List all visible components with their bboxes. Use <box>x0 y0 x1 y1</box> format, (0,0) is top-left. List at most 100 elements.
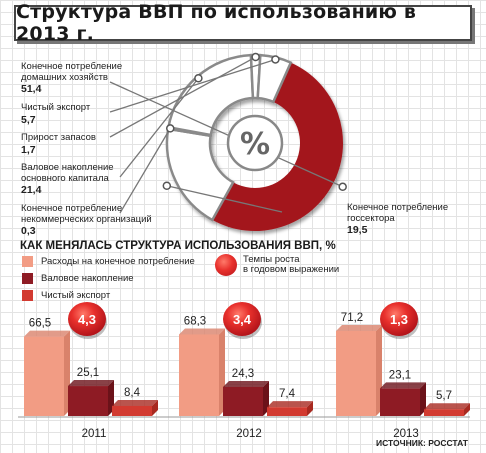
donut-slice-government <box>165 127 235 222</box>
donut-center-label: % <box>240 127 270 162</box>
bar-top-consumption-2011 <box>24 330 70 337</box>
bar-label-net-export-2011: 8,4 <box>124 387 141 399</box>
label-inventory-value: 1,7 <box>21 143 36 156</box>
label-households-value: 51,4 <box>21 83 42 95</box>
leader-dot-government <box>162 181 172 190</box>
bar-label-consumption-2012: 68,3 <box>184 315 206 327</box>
bar-label-consumption-2013: 71,2 <box>341 312 363 324</box>
bar-accumulation-2012 <box>223 386 263 416</box>
chart-title-box: Структура ВВП по использованию в 2013 г. <box>14 1 472 45</box>
bar-net-export-2012 <box>267 407 307 416</box>
bar-side-consumption-2011 <box>64 330 70 416</box>
donut-slice-inventory <box>249 53 262 100</box>
leader-dot-nonprofit <box>165 124 175 133</box>
label-households-line1: Конечное потребление <box>21 61 123 72</box>
legend-growth-line2: в годовом выражении <box>243 264 340 275</box>
legend-consumption-label: Расходы на конечное потребление <box>41 256 195 267</box>
label-fixed-capital-value: 21,4 <box>21 184 42 196</box>
donut-slice-households <box>212 62 343 231</box>
bar-side-accumulation-2013 <box>420 382 426 416</box>
bar-top-accumulation-2011 <box>68 380 114 387</box>
label-households-line2: домашних хозяйств <box>21 71 108 83</box>
bar-consumption-2013 <box>336 331 376 416</box>
label-fixed-capital: Валовое накопление основного капитала 21… <box>21 162 114 196</box>
legend-growth: Темпы роста в годовом выражении <box>215 254 339 276</box>
chart-title: Структура ВВП по использованию в 2013 г. <box>16 1 417 45</box>
bar-net-export-2013 <box>424 409 464 416</box>
bar-side-net-export-2013 <box>464 403 470 416</box>
leader-dot-households <box>338 182 347 192</box>
label-government: Конечное потребление госсектора 19,5 <box>347 202 449 236</box>
legend-growth-circle <box>215 254 237 276</box>
year-label-2012: 2012 <box>236 428 262 440</box>
legend-consumption: Расходы на конечное потребление <box>22 256 195 267</box>
label-government-line2: госсектора <box>347 212 395 224</box>
leader-dot-inventory <box>251 52 260 62</box>
legend-accumulation-label: Валовое накопление <box>41 273 134 284</box>
label-net-export-line1: Чистый экспорт <box>21 102 91 113</box>
bar-accumulation-2011 <box>68 386 108 416</box>
bar-top-consumption-2012 <box>179 328 225 335</box>
bar-top-accumulation-2013 <box>380 382 426 389</box>
legend-growth-line1: Темпы роста <box>243 254 300 265</box>
growth-circle-shadow-2013 <box>381 305 419 339</box>
bar-net-export-2011 <box>112 405 152 416</box>
bar-side-net-export-2012 <box>307 401 313 416</box>
donut-slice-nonprofit <box>166 125 213 138</box>
donut-slice-net-export <box>256 53 293 104</box>
bar-side-consumption-2012 <box>219 328 225 416</box>
leader-line-fixed-capital <box>119 77 199 178</box>
leader-dot-fixed-capital <box>194 74 203 83</box>
label-fixed-capital-line2: основного капитала <box>21 172 109 184</box>
label-nonprofit-line1: Конечное потребление <box>21 203 123 214</box>
donut-slice-fixed-capital <box>166 53 255 137</box>
label-net-export-value: 5,7 <box>21 113 36 126</box>
bar-label-accumulation-2013: 23,1 <box>389 369 411 381</box>
label-fixed-capital-line1: Валовое накопление <box>21 162 114 173</box>
leader-line-inventory <box>109 56 256 138</box>
label-households: Конечное потребление домашних хозяйств 5… <box>21 61 123 95</box>
bar-side-consumption-2013 <box>376 325 382 416</box>
bar-label-accumulation-2011: 25,1 <box>77 367 99 379</box>
bar-accumulation-2013 <box>380 388 420 416</box>
donut-center-circle <box>226 114 284 172</box>
bar-label-consumption-2011: 66,5 <box>29 318 51 330</box>
bar-top-net-export-2013 <box>424 403 470 410</box>
legend-net-export-label: Чистый экспорт <box>41 290 111 301</box>
growth-rate-2011: 4,3 <box>78 312 96 327</box>
label-government-value: 19,5 <box>347 224 368 236</box>
bar-label-accumulation-2012: 24,3 <box>232 368 254 380</box>
growth-rate-2012: 3,4 <box>233 312 252 327</box>
bar-consumption-2011 <box>24 336 64 416</box>
label-nonprofit: Конечное потребление некоммерческих орга… <box>21 203 152 237</box>
bar-top-accumulation-2012 <box>223 380 269 387</box>
growth-circle-shadow-2011 <box>69 305 107 339</box>
leader-line-net-export <box>109 58 276 113</box>
legend-accumulation-swatch <box>22 273 33 284</box>
legend-accumulation: Валовое накопление <box>22 273 134 284</box>
label-nonprofit-value: 0,3 <box>21 225 36 237</box>
source-note: ИСТОЧНИК: РОССТАТ <box>375 438 468 448</box>
growth-circle-2013 <box>380 302 418 336</box>
label-nonprofit-line2: некоммерческих организаций <box>21 213 152 225</box>
growth-circle-2012 <box>223 302 261 336</box>
bar-top-net-export-2012 <box>267 401 313 408</box>
leader-line-nonprofit <box>119 128 171 214</box>
bar-side-accumulation-2011 <box>108 380 114 416</box>
section-title: КАК МЕНЯЛАСЬ СТРУКТУРА ИСПОЛЬЗОВАНИЯ ВВП… <box>20 240 336 252</box>
bar-label-net-export-2012: 7,4 <box>279 388 296 400</box>
bar-side-accumulation-2012 <box>263 380 269 416</box>
legend-consumption-swatch <box>22 256 33 267</box>
growth-circle-2011 <box>68 302 106 336</box>
bar-side-net-export-2011 <box>152 399 158 416</box>
legend-net-export: Чистый экспорт <box>22 290 110 301</box>
label-inventory: Прирост запасов 1,7 <box>21 132 96 156</box>
growth-rate-2013: 1,3 <box>390 312 408 327</box>
label-net-export: Чистый экспорт 5,7 <box>21 102 91 126</box>
label-inventory-line1: Прирост запасов <box>21 132 96 143</box>
label-government-line1: Конечное потребление <box>347 202 449 213</box>
leader-dot-net-export <box>271 55 280 64</box>
bar-consumption-2012 <box>179 334 219 416</box>
bar-label-net-export-2013: 5,7 <box>436 390 452 402</box>
bar-top-consumption-2013 <box>336 325 382 331</box>
